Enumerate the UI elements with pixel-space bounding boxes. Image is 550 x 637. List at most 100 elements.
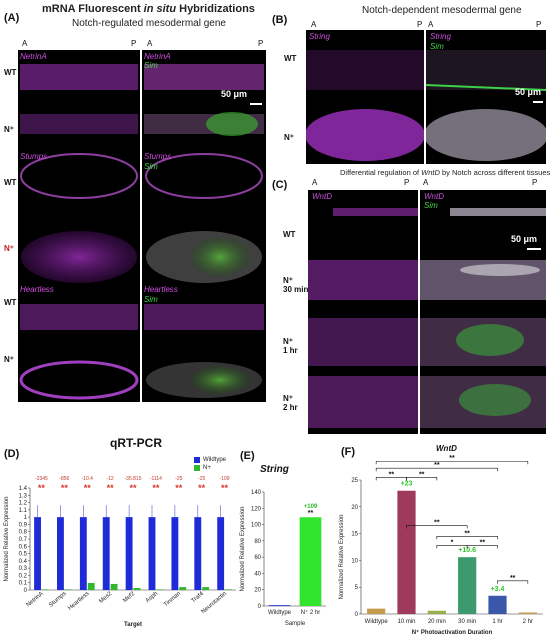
f-sig-label: ** [449,455,455,462]
gene-label-string-left: String [309,32,330,41]
d-fold-label: -2345 [35,476,48,482]
f-y-tick-label: 10 [351,558,358,564]
row-label-c-3: N⁺ 1 hr [283,337,298,355]
e-y-tick-label: 100 [251,523,262,529]
a-axis-left-p: P [131,39,137,48]
f-bar [427,610,446,614]
e-x-axis-title: Sample [285,621,306,627]
d-bar-wildtype [194,517,202,590]
embryo-b-left-svg [306,50,424,161]
f-sig-label: ** [389,471,395,478]
d-y-tick-label: 1.2 [19,501,28,507]
d-bar-wildtype [79,517,87,590]
d-y-tick-label: 1.3 [19,493,28,499]
row-label-a-6: N⁺ [4,355,14,364]
embryo-c-right-svg [420,208,546,428]
d-y-tick-label: 0.7 [19,537,28,543]
d-fold-label: -109 [220,476,230,482]
b-axis-right-a: A [428,20,434,29]
d-bar-nplus [156,589,164,590]
e-y-tick-label: 0 [258,604,262,610]
d-significance: ** [107,483,115,493]
gene-label-wntd-right: WntD [424,192,444,201]
e-annotation: +109 [304,504,318,510]
panel-b-title: Notch-dependent mesodermal gene [362,5,522,16]
e-y-tick-label: 140 [251,490,262,496]
d-significance: ** [175,483,183,493]
panel-a-subtitle: Notch-regulated mesodermal gene [72,18,226,29]
row-label-a-1: WT [4,68,17,77]
f-x-tick-label: 10 min [397,619,415,625]
embryo-a-left-svg [19,64,139,400]
sim-label-b: Sim [430,42,444,51]
d-bar-nplus [225,589,232,590]
d-y-tick-label: 0.6 [19,544,28,550]
gene-label-wntd-left: WntD [312,192,332,201]
f-y-tick-label: 0 [355,612,359,618]
f-y-tick-label: 5 [355,585,359,591]
d-bar-wildtype [148,517,156,590]
c-title-text-2: by Notch across different tissues [439,168,550,177]
d-x-tick-label: Mef2 [122,591,137,605]
scale-label-a: 50 μm [221,89,248,99]
a-axis-right-a: A [147,39,153,48]
panel-a-title: mRNA Fluorescent in situ Hybridizations [42,3,255,15]
d-bar-wildtype [171,517,179,590]
d-fold-label: -1114 [150,476,162,482]
sim-label-c: Sim [424,201,438,210]
c-axis-right-a: A [423,178,429,187]
f-x-tick-label: 20 min [428,619,446,625]
d-y-tick-label: 0.1 [19,581,28,587]
image-b-left [306,30,424,164]
f-sig-label: ** [464,530,470,537]
embryo-b-right-svg [426,50,546,161]
d-significance: ** [38,483,46,493]
row-label-b-2: N⁺ [284,133,294,142]
panel-c-letter: (C) [272,179,288,191]
c-title-italic: WntD [421,168,440,177]
f-sig-bracket [436,535,498,540]
f-annotation: +10.6 [458,547,476,554]
legend-d: Wildtype N+ [194,456,226,472]
d-x-tick-label: Tinman [163,591,182,608]
f-sig-label: ** [510,575,516,582]
f-y-axis-title: Normalized Relative Expression [339,514,345,599]
f-sig-label: ** [434,462,440,469]
f-x-tick-label: 1 hr [492,619,502,625]
d-significance: ** [198,483,206,493]
d-x-tick-label: Asph [145,591,159,604]
f-y-tick-label: 15 [351,532,358,538]
d-bar-nplus [87,583,95,590]
d-y-tick-label: 0.9 [19,522,28,528]
f-x-tick-label: 30 min [458,619,476,625]
image-a-right [142,50,266,402]
d-significance: ** [129,483,137,493]
d-x-tick-label: Heartless [67,591,90,612]
d-significance: ** [61,483,69,493]
panel-d-title: qRT-PCR [110,436,162,450]
e-bar [268,605,291,606]
sim-label-3: Sim [144,295,158,304]
panel-d-letter: (D) [4,448,20,460]
d-bar-wildtype [217,517,225,590]
e-y-tick-label: 120 [251,506,262,512]
d-y-tick-label: 0.3 [19,566,28,572]
d-x-tick-label: Neurotactin [200,591,227,615]
panel-e-letter: (E) [240,450,255,462]
d-x-axis-title: Target [124,622,142,628]
d-y-tick-label: 0.4 [19,559,28,565]
f-sig-bracket [466,545,498,549]
c-title-text: Differential regulation of [340,168,422,177]
row-label-c-4: N⁺ 2 hr [283,394,298,412]
legend-d-swatch-nplus [194,465,200,471]
d-significance: ** [152,483,160,493]
d-fold-label: -856 [59,476,69,482]
e-x-tick-label: Wildtype [268,610,292,616]
f-x-tick-label: 2 hr [523,619,533,625]
f-bar [458,557,477,614]
a-axis-left-a: A [22,39,28,48]
d-fold-label: -25 [198,476,205,482]
gene-label-heartless-right: Heartless [144,285,178,294]
d-fold-label: -12 [106,476,113,482]
scale-bar-c [527,248,541,250]
